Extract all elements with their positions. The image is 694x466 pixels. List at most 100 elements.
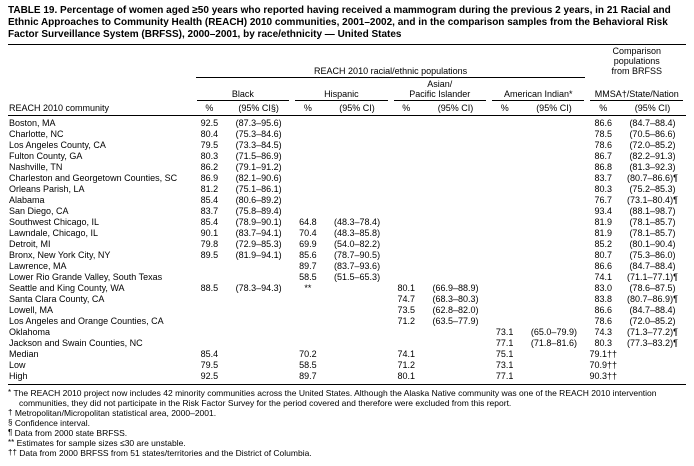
percent-value xyxy=(292,140,323,151)
community-name: Fulton County, GA xyxy=(9,151,83,161)
ci-value xyxy=(520,140,587,151)
percent-value xyxy=(391,195,422,206)
percent-value: 80.1 xyxy=(390,371,422,385)
ci-value xyxy=(520,316,587,327)
table-row: Low 79.5 58.5 71.2 73.1 70.9†† xyxy=(8,360,686,371)
ci-value xyxy=(520,239,587,250)
community-name: Los Angeles County, CA xyxy=(9,140,106,150)
percent-value: 86.6 xyxy=(594,118,612,128)
group-label-black: Black xyxy=(196,89,290,101)
percent-value: 78.6 xyxy=(594,140,612,150)
footnote-symbol: ** xyxy=(8,438,15,447)
percent-value xyxy=(391,228,422,239)
percent-value: 80.7 xyxy=(594,250,612,260)
ci-value xyxy=(422,162,489,173)
ci-value xyxy=(520,305,587,316)
ci-value xyxy=(422,206,489,217)
ci-value xyxy=(422,371,489,385)
ci-value xyxy=(422,272,489,283)
table-row: Oklahoma 73.1 (65.0–79.9) 74.3 (71.3–77.2)¶ xyxy=(8,327,686,338)
community-name: Southwest Chicago, IL xyxy=(9,217,100,227)
percent-column-header: % xyxy=(193,101,226,116)
percent-value: 85.4 xyxy=(200,195,219,205)
percent-value: 74.1 xyxy=(594,272,612,282)
ci-value xyxy=(225,272,292,283)
ci-value xyxy=(324,129,391,140)
community-name: Seattle and King County, WA xyxy=(9,283,125,293)
ci-value xyxy=(422,173,489,184)
community-name: Charlotte, NC xyxy=(9,129,64,139)
ci-value xyxy=(520,349,587,360)
header-row-groups: Black Hispanic Asian/ Pacific Islander A… xyxy=(8,78,686,101)
ci-value xyxy=(422,327,489,338)
percent-value xyxy=(489,116,520,130)
ci-column-header: (95% CI) xyxy=(422,101,489,116)
percent-value xyxy=(489,206,520,217)
footnote: * The REACH 2010 project now includes 42… xyxy=(8,388,657,408)
percent-column-header: % xyxy=(292,101,324,116)
ci-value: (78.3–94.3) xyxy=(235,283,282,293)
community-name: High xyxy=(8,371,194,385)
group-header-mmsa-state-nation: MMSA†/State/Nation xyxy=(587,78,686,101)
percent-value: 79.5 xyxy=(200,360,219,370)
group-header-asian-pacific-islander: Asian/ Pacific Islander xyxy=(391,78,489,101)
percent-value xyxy=(391,206,422,217)
ci-value: (48.3–78.4) xyxy=(334,217,381,227)
ci-value xyxy=(324,184,391,195)
table-row: Lawrence, MA 89.7 (83.7–93.6) 86.6 (84.7–88.… xyxy=(8,261,686,272)
ci-value xyxy=(520,272,587,283)
ci-value: (84.7–88.4) xyxy=(629,261,676,271)
table-row: Jackson and Swain Counties, NC 77.1 (71.8–… xyxy=(8,338,686,349)
ci-value: (79.1–91.2) xyxy=(235,162,282,172)
percent-value xyxy=(489,239,520,250)
ci-value xyxy=(520,162,587,173)
percent-value: 81.2 xyxy=(200,184,219,194)
header-spacer xyxy=(8,46,194,78)
ci-value xyxy=(618,371,686,385)
reach-populations-span-label: REACH 2010 racial/ethnic populations xyxy=(195,66,586,78)
percent-value: 86.7 xyxy=(594,151,612,161)
ci-value xyxy=(324,116,391,130)
community-name: Detroit, MI xyxy=(9,239,51,249)
ci-value xyxy=(422,338,489,349)
ci-value: (81.3–92.3) xyxy=(629,162,676,172)
percent-value: 88.5 xyxy=(200,283,219,293)
ci-value: (75.2–85.3) xyxy=(629,184,676,194)
percent-value: 80.1 xyxy=(397,283,416,293)
percent-value: 81.9 xyxy=(594,217,612,227)
community-name: Alabama xyxy=(9,195,45,205)
ci-value xyxy=(422,184,489,195)
ci-value xyxy=(422,140,489,151)
ci-value: (68.3–80.3) xyxy=(432,294,479,304)
percent-value: 70.2 xyxy=(299,349,317,359)
table-row: Orleans Parish, LA 81.2 (75.1–86.1) 80.3 (75… xyxy=(8,184,686,195)
ci-value: (84.7–88.4) xyxy=(629,305,676,315)
ci-value xyxy=(520,173,587,184)
percent-value: 89.5 xyxy=(200,250,219,260)
ci-value xyxy=(422,228,489,239)
percent-value: 74.3 xyxy=(594,327,612,337)
percent-value xyxy=(489,217,520,228)
community-name: Nashville, TN xyxy=(9,162,63,172)
percent-value: 74.7 xyxy=(397,294,416,304)
footnote-symbol: * xyxy=(8,388,12,397)
percent-value xyxy=(292,151,323,162)
percent-value xyxy=(489,140,520,151)
group-label-mmsa-state-nation: MMSA†/State/Nation xyxy=(590,89,683,101)
ci-value: (78.1–85.7) xyxy=(629,228,676,238)
percent-value: 80.3 xyxy=(200,151,219,161)
percent-value xyxy=(292,162,323,173)
percent-value xyxy=(489,129,520,140)
footnote: ¶ Data from 2000 state BRFSS. xyxy=(8,428,128,438)
ci-value xyxy=(520,151,587,162)
percent-value: 80.3 xyxy=(594,184,612,194)
percent-value xyxy=(489,162,520,173)
percent-column-header: % xyxy=(587,101,619,116)
percent-value: 75.1 xyxy=(495,349,514,359)
ci-value: (87.3–95.6) xyxy=(235,118,282,128)
ci-value: (75.1–86.1) xyxy=(235,184,282,194)
ci-value xyxy=(422,116,489,130)
ci-value xyxy=(520,129,587,140)
percent-value xyxy=(489,283,520,294)
percent-value xyxy=(194,316,225,327)
